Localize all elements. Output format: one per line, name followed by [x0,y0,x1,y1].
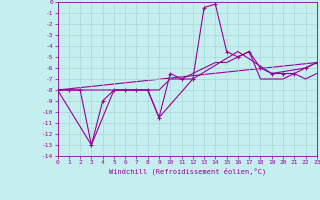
X-axis label: Windchill (Refroidissement éolien,°C): Windchill (Refroidissement éolien,°C) [108,168,266,175]
